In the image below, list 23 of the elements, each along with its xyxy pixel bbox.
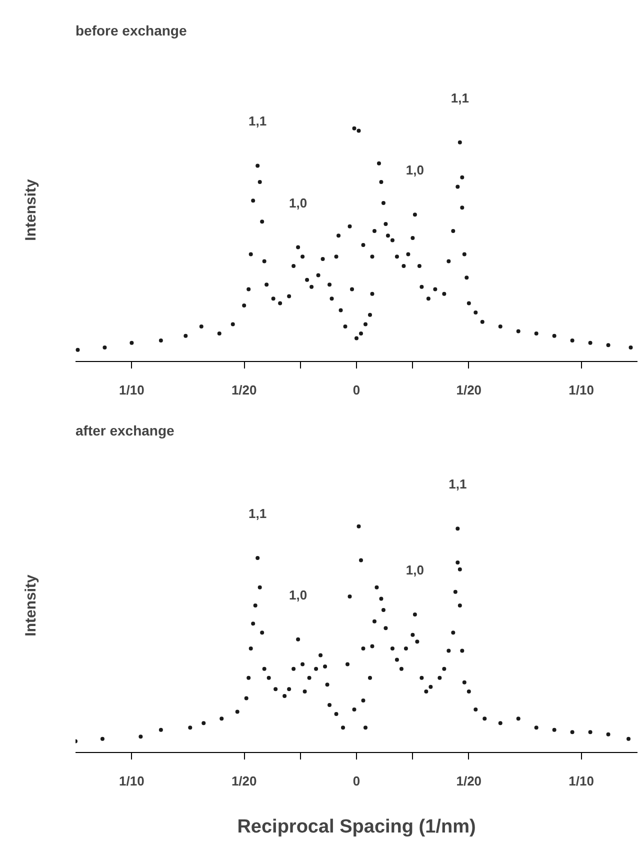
x-axis-title: Reciprocal Spacing (1/nm) bbox=[237, 816, 476, 838]
annotation: 1,0 bbox=[406, 162, 424, 178]
y-axis-title: Intensity bbox=[22, 574, 40, 636]
y-axis-title: Intensity bbox=[22, 178, 40, 241]
chart-title: after exchange bbox=[76, 422, 175, 438]
x-tick-label: 1/10 bbox=[119, 774, 144, 788]
annotation: 1,0 bbox=[289, 195, 308, 210]
x-tick-label: 1/20 bbox=[231, 774, 257, 788]
annotation: 1,1 bbox=[248, 114, 267, 129]
x-tick-label: 1/10 bbox=[119, 382, 144, 398]
annotation: 1,1 bbox=[248, 506, 267, 522]
x-tick-label: 1/10 bbox=[568, 382, 594, 398]
chart-title: before exchange bbox=[76, 22, 187, 38]
x-tick-label: 0 bbox=[352, 774, 360, 788]
annotation: 1,1 bbox=[450, 90, 469, 106]
annotation: 1,0 bbox=[289, 587, 308, 602]
x-tick-label: 0 bbox=[352, 382, 360, 398]
x-tick-label: 1/20 bbox=[456, 382, 482, 398]
x-tick-label: 1/20 bbox=[456, 774, 482, 788]
x-tick-label: 1/20 bbox=[231, 382, 257, 398]
annotation: 1,1 bbox=[448, 476, 467, 492]
annotation: 1,0 bbox=[406, 562, 424, 578]
x-tick-label: 1/10 bbox=[568, 774, 594, 788]
